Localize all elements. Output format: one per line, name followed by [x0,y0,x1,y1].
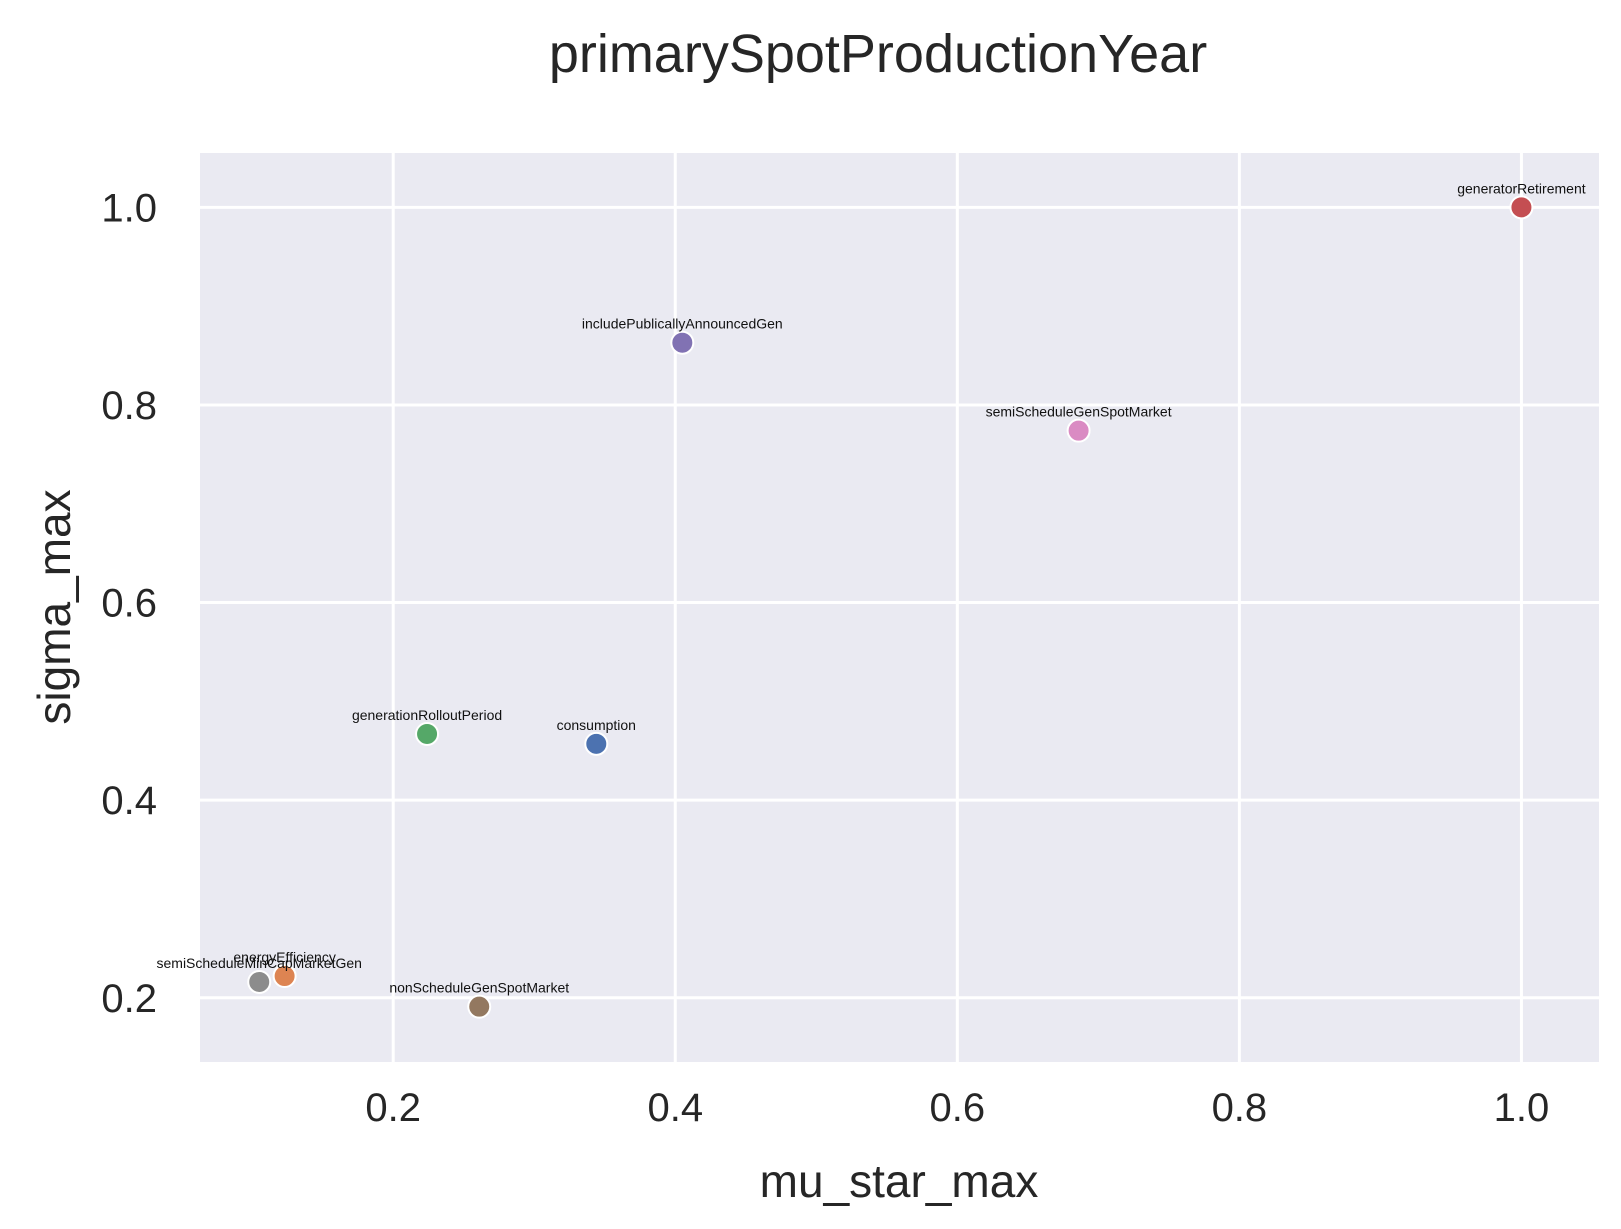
x-axis-ticks: 0.2 0.4 0.6 0.8 1.0 [365,1086,1549,1130]
y-tick-label: 0.2 [101,977,157,1021]
data-point-generatorRetirement [1509,195,1534,220]
point-label: semiScheduleGenSpotMarket [986,404,1172,420]
x-tick-label: 1.0 [1494,1086,1550,1130]
point-labels: consumption energyEfficiency generationRol… [157,180,1586,995]
y-axis-label: sigma_max [28,489,80,724]
x-tick-label: 0.2 [365,1086,421,1130]
data-point-consumption [584,731,609,756]
y-tick-label: 0.6 [101,582,157,626]
x-tick-label: 0.8 [1212,1086,1268,1130]
y-tick-label: 0.8 [101,384,157,428]
data-point-energyEfficiency [272,964,297,989]
point-label: consumption [557,717,636,733]
y-axis-ticks: 0.2 0.4 0.6 0.8 1.0 [101,186,157,1020]
point-label: nonScheduleGenSpotMarket [389,980,569,996]
point-label: energyEfficiency [233,949,335,965]
y-tick-label: 0.4 [101,779,157,823]
data-points [247,195,1534,1019]
chart-title: primarySpotProductionYear [549,24,1207,84]
grid-lines [200,153,1599,1062]
plot-area [200,153,1599,1062]
point-label: semiScheduleMinCapMarketGen [157,955,362,971]
y-tick-label: 1.0 [101,186,157,230]
x-tick-label: 0.6 [930,1086,986,1130]
x-tick-label: 0.4 [647,1086,703,1130]
point-label: includePublicallyAnnouncedGen [582,316,783,332]
data-point-semiScheduleMinCapMarketGen [247,969,272,994]
x-axis-label: mu_star_max [760,1155,1039,1207]
data-point-generationRolloutPeriod [415,721,440,746]
data-point-includePublicallyAnnouncedGen [670,330,695,355]
point-label: generatorRetirement [1457,180,1586,196]
data-point-nonScheduleGenSpotMarket [467,994,492,1019]
data-point-semiScheduleGenSpotMarket [1066,418,1091,443]
point-label: generationRolloutPeriod [352,707,502,723]
